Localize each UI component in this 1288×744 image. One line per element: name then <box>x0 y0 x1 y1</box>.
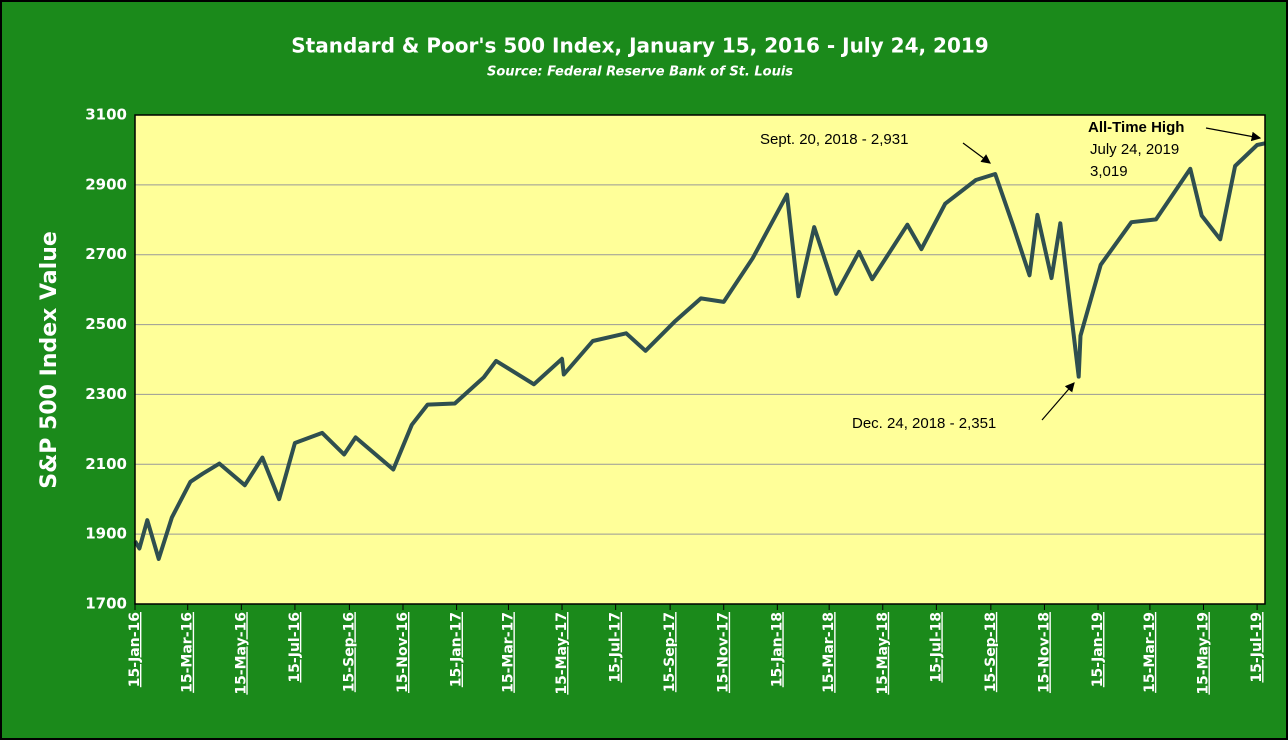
annotation: All-Time High <box>1088 119 1184 136</box>
y-tick-label: 2300 <box>85 385 127 403</box>
annotation-arrow <box>1041 382 1075 421</box>
y-tick-label: 1700 <box>85 595 127 613</box>
data-line <box>133 141 1266 561</box>
x-tick-label: 15-May-17 <box>554 612 570 695</box>
plot-area <box>135 115 1265 604</box>
y-tick-label: 1900 <box>85 525 127 543</box>
x-tick-label: 15-May-18 <box>875 612 891 695</box>
x-tick-label: 15-Jan-16 <box>127 612 143 687</box>
x-tick-label: 15-Mar-16 <box>180 612 196 693</box>
x-tick-label: 15-Jul-16 <box>287 612 303 683</box>
y-tick-label: 3100 <box>85 106 127 124</box>
x-tick-label: 15-Jan-18 <box>769 612 785 687</box>
y-tick-label: 2700 <box>85 245 127 263</box>
x-tick-label: 15-May-16 <box>233 612 249 695</box>
plot-layer: 1700 1900 2100 2300 2500 2700 2900 3100 15-Jan-1… <box>85 106 1266 695</box>
y-axis-label: S&P 500 Index Value <box>37 231 62 489</box>
x-tick-label: 15-Nov-18 <box>1036 612 1052 693</box>
x-tick-label: 15-Sep-16 <box>341 612 357 692</box>
x-tick-label: 15-Nov-16 <box>395 612 411 693</box>
x-tick-label: 15-Mar-18 <box>821 612 837 693</box>
annotation: 3,019 <box>1090 163 1128 180</box>
annotation-arrow <box>1205 127 1262 142</box>
x-tick-label: 15-Nov-17 <box>716 612 732 693</box>
annotation-arrow <box>962 142 991 164</box>
annotation: Dec. 24, 2018 - 2,351 <box>852 415 996 432</box>
chart-title: Standard & Poor's 500 Index, January 15,… <box>291 34 988 58</box>
x-tick-label: 15-Sep-18 <box>983 612 999 692</box>
annotation: Sept. 20, 2018 - 2,931 <box>760 131 908 148</box>
x-tick-label: 15-Jul-17 <box>608 612 624 683</box>
x-tick-label: 15-Sep-17 <box>662 612 678 692</box>
y-tick-label: 2900 <box>85 175 127 193</box>
annotation: July 24, 2019 <box>1090 141 1179 158</box>
x-tick-label: 15-Jul-19 <box>1249 612 1265 683</box>
x-tick-label: 15-May-19 <box>1195 612 1211 695</box>
x-tick-label: 15-Jan-19 <box>1090 612 1106 687</box>
x-tick-label: 15-Jul-18 <box>928 612 944 683</box>
y-tick-label: 2500 <box>85 315 127 333</box>
chart-subtitle: Source: Federal Reserve Bank of St. Loui… <box>487 65 793 80</box>
y-tick-label: 2100 <box>85 455 127 473</box>
x-tick-label: 15-Mar-17 <box>500 612 516 693</box>
x-tick-label: 15-Mar-19 <box>1142 612 1158 693</box>
plot-border <box>134 114 1266 605</box>
x-tick-label: 15-Jan-17 <box>449 612 465 687</box>
